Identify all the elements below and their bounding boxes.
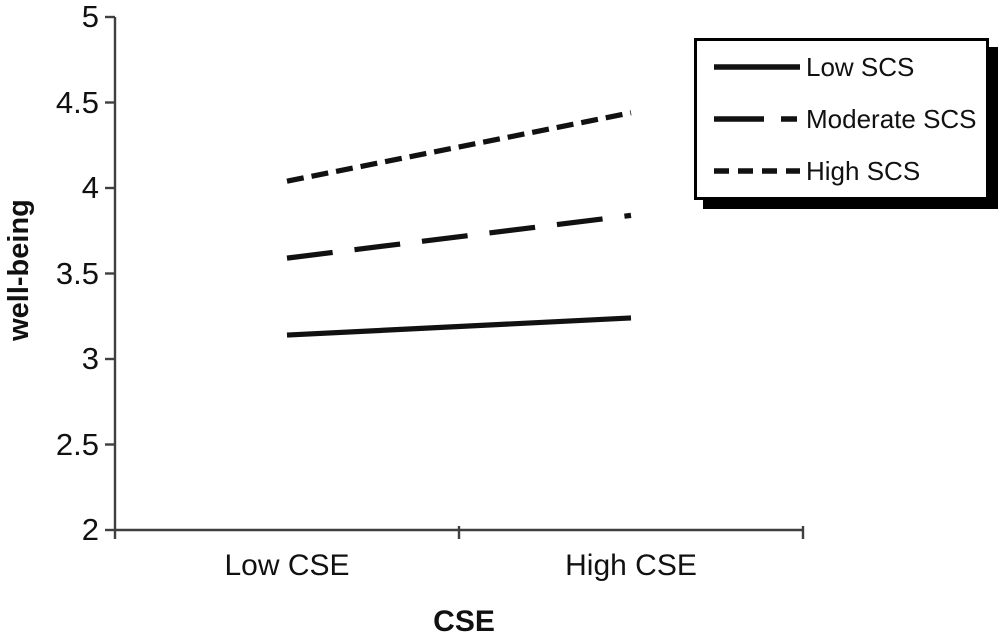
- y-tick-label: 3.5: [55, 255, 99, 291]
- y-tick-label: 2.5: [55, 426, 99, 462]
- legend-label-low-scs: Low SCS: [806, 52, 915, 82]
- legend-label-moderate-scs: Moderate SCS: [806, 104, 977, 134]
- y-tick-label: 5: [81, 0, 99, 34]
- legend-item-low-scs: Low SCS: [697, 41, 986, 93]
- legend-label-high-scs: High SCS: [806, 156, 921, 186]
- y-tick-label: 3: [81, 341, 99, 376]
- series-line-moderate-scs: [286, 212, 632, 261]
- legend-item-moderate-scs: Moderate SCS: [697, 93, 986, 145]
- legend-line-solid-icon: [714, 64, 800, 70]
- y-tick-label: 4.5: [55, 84, 99, 120]
- legend-item-high-scs: High SCS: [697, 145, 986, 197]
- legend: Low SCS Moderate SCS High SCS: [694, 38, 989, 200]
- series-line-high-scs: [286, 110, 632, 184]
- x-tick-label: Low CSE: [224, 549, 350, 582]
- y-tick-label: 4: [81, 170, 99, 205]
- legend-line-long-dash-icon: [714, 116, 800, 122]
- series-line-low-scs: [286, 315, 632, 338]
- y-tick-label: 2: [81, 512, 99, 547]
- x-tick-label: High CSE: [565, 549, 697, 582]
- x-axis-title: CSE: [433, 605, 495, 638]
- legend-line-short-dash-icon: [714, 168, 800, 174]
